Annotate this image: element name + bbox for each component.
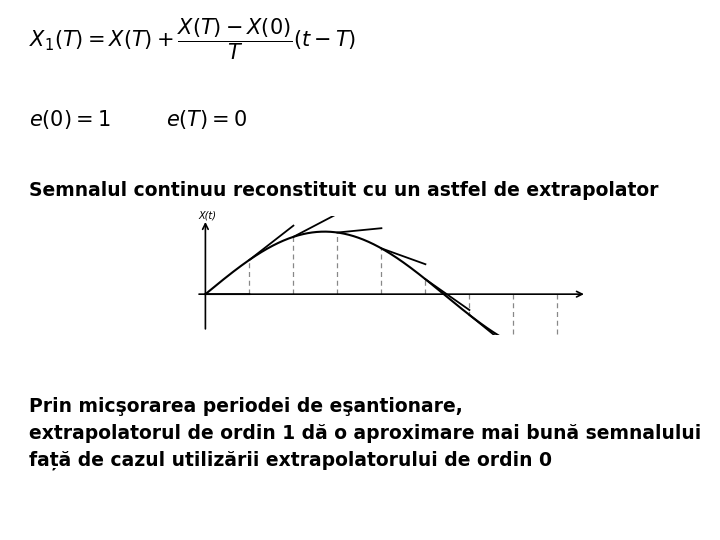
Text: extrapolatorul de ordin 1 dă o aproximare mai bună semnalului: extrapolatorul de ordin 1 dă o aproximar…: [29, 424, 701, 443]
Text: $e(T) = 0$: $e(T) = 0$: [166, 108, 247, 131]
Text: Semnalul continuu reconstituit cu un astfel de extrapolator: Semnalul continuu reconstituit cu un ast…: [29, 181, 658, 200]
Text: față de cazul utilizării extrapolatorului de ordin 0: față de cazul utilizării extrapolatorulu…: [29, 451, 552, 470]
Text: Prin micşorarea periodei de eşantionare,: Prin micşorarea periodei de eşantionare,: [29, 397, 462, 416]
Text: X(t): X(t): [199, 211, 217, 220]
Text: $e(0) = 1$: $e(0) = 1$: [29, 108, 110, 131]
Text: $X_1(T) = X(T) + \dfrac{X(T) - X(0)}{T}(t - T)$: $X_1(T) = X(T) + \dfrac{X(T) - X(0)}{T}(…: [29, 16, 356, 62]
